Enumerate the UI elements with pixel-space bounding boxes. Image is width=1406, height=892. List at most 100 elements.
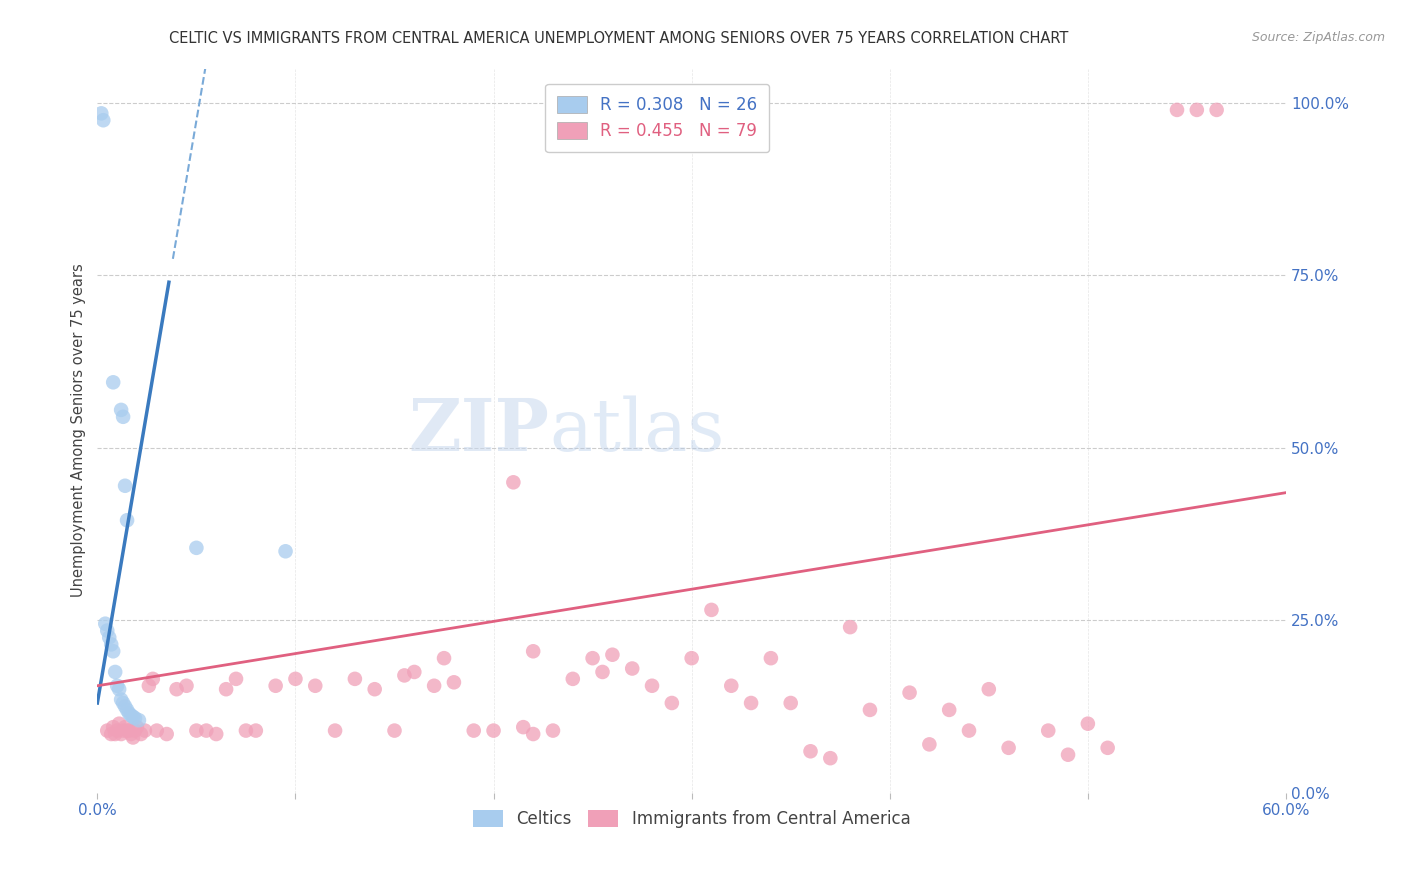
Point — [120, 708, 142, 723]
Point — [284, 672, 307, 686]
Point — [799, 744, 821, 758]
Point — [235, 723, 257, 738]
Point — [103, 644, 125, 658]
Point — [105, 723, 128, 738]
Point — [122, 710, 145, 724]
Point — [146, 723, 169, 738]
Point — [323, 723, 346, 738]
Point — [581, 651, 603, 665]
Point — [110, 727, 132, 741]
Point — [108, 716, 131, 731]
Point — [602, 648, 624, 662]
Point — [700, 603, 723, 617]
Point — [115, 703, 138, 717]
Point — [195, 723, 218, 738]
Point — [779, 696, 801, 710]
Point — [96, 624, 118, 638]
Point — [100, 637, 122, 651]
Text: Source: ZipAtlas.com: Source: ZipAtlas.com — [1251, 31, 1385, 45]
Point — [423, 679, 446, 693]
Point — [859, 703, 882, 717]
Point — [186, 723, 208, 738]
Point — [129, 727, 152, 741]
Point — [512, 720, 534, 734]
Point — [90, 106, 112, 120]
Point — [898, 686, 921, 700]
Point — [245, 723, 267, 738]
Point — [1205, 103, 1227, 117]
Point — [363, 682, 385, 697]
Point — [541, 723, 564, 738]
Point — [142, 672, 165, 686]
Point — [118, 723, 141, 738]
Point — [108, 682, 131, 697]
Point — [1185, 103, 1208, 117]
Point — [957, 723, 980, 738]
Point — [100, 727, 122, 741]
Point — [104, 727, 127, 741]
Point — [225, 672, 247, 686]
Point — [103, 376, 125, 390]
Point — [502, 475, 524, 490]
Point — [166, 682, 188, 697]
Point — [120, 727, 142, 741]
Point — [125, 720, 148, 734]
Point — [215, 682, 238, 697]
Point — [103, 720, 125, 734]
Point — [98, 631, 121, 645]
Point — [1097, 740, 1119, 755]
Point — [124, 723, 146, 738]
Point — [661, 696, 683, 710]
Point — [384, 723, 406, 738]
Point — [115, 723, 138, 738]
Point — [522, 727, 544, 741]
Point — [96, 723, 118, 738]
Point — [1057, 747, 1080, 762]
Point — [681, 651, 703, 665]
Point — [118, 706, 141, 721]
Point — [1038, 723, 1060, 738]
Point — [264, 679, 287, 693]
Point — [621, 661, 644, 675]
Y-axis label: Unemployment Among Seniors over 75 years: Unemployment Among Seniors over 75 years — [72, 264, 86, 598]
Text: ZIP: ZIP — [408, 395, 548, 467]
Point — [104, 665, 127, 679]
Point — [186, 541, 208, 555]
Point — [115, 513, 138, 527]
Point — [433, 651, 456, 665]
Point — [522, 644, 544, 658]
Point — [938, 703, 960, 717]
Point — [592, 665, 614, 679]
Legend: Celtics, Immigrants from Central America: Celtics, Immigrants from Central America — [467, 804, 917, 835]
Point — [759, 651, 782, 665]
Text: atlas: atlas — [548, 395, 724, 466]
Text: CELTIC VS IMMIGRANTS FROM CENTRAL AMERICA UNEMPLOYMENT AMONG SENIORS OVER 75 YEA: CELTIC VS IMMIGRANTS FROM CENTRAL AMERIC… — [169, 31, 1069, 46]
Point — [740, 696, 762, 710]
Point — [274, 544, 297, 558]
Point — [404, 665, 426, 679]
Point — [110, 692, 132, 706]
Point — [112, 723, 135, 738]
Point — [134, 723, 156, 738]
Point — [114, 720, 136, 734]
Point — [91, 113, 114, 128]
Point — [443, 675, 465, 690]
Point — [156, 727, 179, 741]
Point — [820, 751, 842, 765]
Point — [112, 696, 135, 710]
Point — [343, 672, 366, 686]
Point — [114, 479, 136, 493]
Point — [122, 731, 145, 745]
Point — [105, 679, 128, 693]
Point — [720, 679, 742, 693]
Point — [1166, 103, 1188, 117]
Point — [94, 616, 117, 631]
Point — [112, 409, 135, 424]
Point — [124, 711, 146, 725]
Point — [839, 620, 862, 634]
Point — [1077, 716, 1099, 731]
Point — [205, 727, 228, 741]
Point — [114, 699, 136, 714]
Point — [394, 668, 416, 682]
Point — [918, 738, 941, 752]
